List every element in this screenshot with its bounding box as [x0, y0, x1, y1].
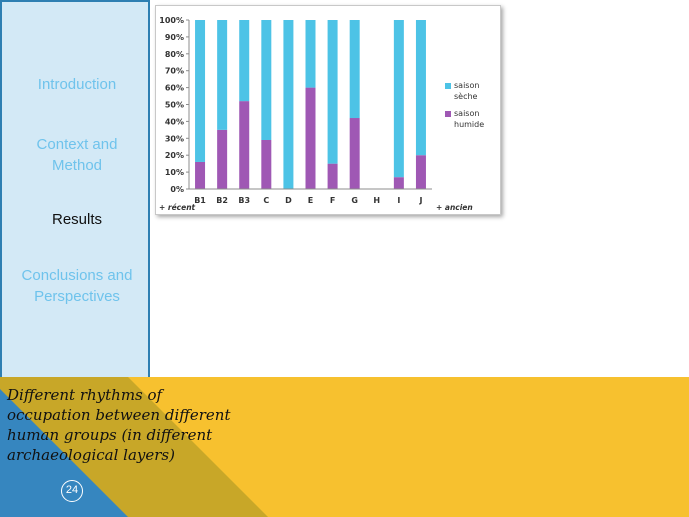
bar-segment-E-seche	[305, 20, 316, 88]
x-tick-label: B3	[238, 196, 250, 205]
chart-annotations: + récent + ancien	[159, 203, 473, 212]
band-blue-shape	[0, 389, 128, 517]
legend-label: saison sèche	[454, 81, 479, 101]
chart-legend: saison sèche saison humide	[445, 81, 484, 129]
bar-segment-J-humide	[415, 155, 426, 189]
x-tick-label: H	[373, 196, 380, 205]
bar-segment-I-seche	[393, 20, 404, 178]
nav-item-label: Results	[51, 211, 103, 228]
x-tick-label: B1	[194, 196, 206, 205]
annotation-recent: + récent	[159, 203, 196, 212]
legend-swatch	[445, 111, 451, 117]
bar-segment-B1-seche	[195, 20, 206, 162]
x-tick-label: E	[308, 196, 313, 205]
bar-segment-B3-humide	[239, 101, 250, 189]
x-tick-label: G	[351, 196, 358, 205]
chart-svg: 0% 10% 20% 30% 40% 50% 60% 70% 80% 90% 100% B1 B2 B3…	[159, 16, 484, 212]
bar-segment-B3-seche	[239, 20, 250, 102]
y-tick-label: 70%	[165, 67, 184, 76]
bar-segment-B1-humide	[195, 161, 206, 189]
section-nav-panel: Introduction Context and Method Results …	[0, 0, 150, 377]
nav-item-label: Conclusions and Perspectives	[21, 267, 133, 305]
bar-segment-F-seche	[327, 20, 338, 164]
y-tick-label: 0%	[170, 185, 184, 194]
y-axis: 0% 10% 20% 30% 40% 50% 60% 70% 80% 90% 100%	[159, 16, 190, 194]
x-tick-label: C	[263, 196, 269, 205]
y-tick-label: 90%	[165, 33, 184, 42]
bar-segment-B2-humide	[217, 129, 228, 189]
bar-segment-B2-seche	[217, 20, 228, 130]
y-tick-label: 60%	[165, 84, 184, 93]
bar-segment-C-seche	[261, 20, 272, 140]
x-tick-label: J	[418, 196, 422, 205]
legend-label: saison humide	[454, 109, 484, 129]
y-tick-label: 30%	[165, 134, 184, 143]
x-tick-label: I	[397, 196, 400, 205]
y-tick-label: 80%	[165, 50, 184, 59]
annotation-ancien: + ancien	[436, 203, 473, 212]
y-tick-label: 10%	[165, 168, 184, 177]
y-tick-label: 40%	[165, 117, 184, 126]
bar-segment-J-seche	[415, 20, 426, 156]
nav-item-context-and-method[interactable]: Context and Method	[2, 134, 152, 176]
nav-item-label: Context and Method	[36, 136, 118, 174]
bar-segment-E-humide	[305, 87, 316, 189]
y-tick-label: 100%	[159, 16, 184, 25]
bottom-band: Different rhythms of occupation between …	[0, 377, 689, 517]
y-tick-label: 20%	[165, 151, 184, 160]
x-axis: B1 B2 B3 C D E F G H I J	[189, 188, 432, 205]
bar-segment-C-humide	[261, 139, 272, 189]
stacked-bar-chart: 0% 10% 20% 30% 40% 50% 60% 70% 80% 90% 100% B1 B2 B3…	[155, 5, 501, 215]
slide-caption: Different rhythms of occupation between …	[7, 386, 231, 464]
nav-item-conclusions-and-perspectives[interactable]: Conclusions and Perspectives	[2, 265, 152, 307]
bar-segment-G-humide	[349, 118, 360, 189]
bar-segment-I-humide	[393, 177, 404, 189]
bottom-band-shapes	[0, 377, 689, 517]
bar-segment-G-seche	[349, 20, 360, 119]
x-tick-label: B2	[216, 196, 228, 205]
bar-segment-F-humide	[327, 163, 338, 189]
page-number-badge: 24	[61, 480, 83, 502]
bars	[195, 20, 426, 189]
nav-item-label: Introduction	[37, 76, 117, 93]
bar-segment-D-seche	[283, 20, 294, 189]
nav-item-introduction[interactable]: Introduction	[2, 74, 152, 95]
x-tick-label: F	[330, 196, 335, 205]
legend-swatch	[445, 83, 451, 89]
nav-item-results[interactable]: Results	[2, 209, 152, 230]
y-tick-label: 50%	[165, 101, 184, 110]
x-tick-label: D	[285, 196, 292, 205]
